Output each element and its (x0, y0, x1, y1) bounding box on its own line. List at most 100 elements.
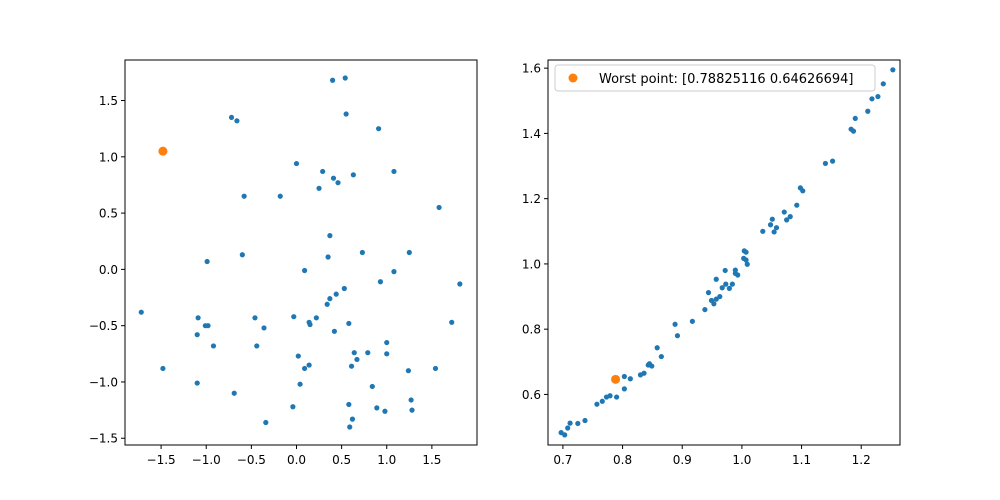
data-point (744, 261, 750, 267)
data-point (658, 353, 664, 360)
y-tick-label: 0.8 (522, 323, 541, 337)
data-point (607, 393, 613, 399)
data-point (880, 81, 886, 87)
y-tick-label: 0.5 (99, 207, 118, 221)
data-point (333, 291, 339, 297)
data-point (306, 362, 312, 368)
data-point (405, 368, 412, 374)
data-point (354, 356, 360, 363)
data-point (210, 343, 217, 349)
data-point (781, 209, 787, 215)
data-point (769, 216, 775, 222)
data-point (349, 416, 356, 422)
y-tick-label: 1.0 (522, 257, 541, 271)
data-point (621, 386, 627, 392)
data-point (432, 365, 439, 372)
worst-point-marker (158, 146, 168, 156)
data-point (365, 350, 371, 356)
x-tick-label: 1.0 (732, 453, 751, 467)
data-point (325, 254, 331, 260)
data-point (342, 75, 348, 81)
data-point (594, 401, 600, 407)
data-point (205, 323, 211, 329)
x-tick-label: 0.5 (332, 453, 351, 467)
y-tick-label: 1.0 (99, 150, 118, 164)
data-point (702, 306, 708, 313)
axes-frame (547, 59, 901, 446)
data-point (350, 172, 356, 178)
data-point (293, 160, 300, 167)
data-point (672, 321, 678, 327)
x-tick-label: −1.0 (192, 453, 221, 467)
data-point (760, 228, 766, 234)
data-point (773, 225, 780, 231)
data-point (307, 321, 313, 328)
data-point (297, 381, 303, 387)
data-point (347, 424, 353, 430)
y-tick-label: 1.5 (99, 94, 118, 108)
worst-point-marker (611, 374, 621, 384)
data-point (565, 425, 571, 431)
data-point (231, 390, 237, 396)
x-tick-label: 0.0 (287, 453, 306, 467)
data-point (409, 407, 415, 413)
data-point (384, 351, 390, 357)
data-point (784, 217, 790, 223)
data-point (327, 296, 333, 302)
data-point (719, 285, 725, 291)
data-point (829, 158, 836, 164)
data-point (341, 285, 347, 292)
x-tick-label: 1.1 (792, 453, 811, 467)
data-point (195, 315, 201, 321)
data-point (575, 420, 581, 427)
data-point (228, 114, 235, 121)
data-point (330, 175, 337, 181)
data-point (743, 257, 749, 263)
data-point (376, 126, 382, 132)
data-point (850, 128, 857, 134)
legend-box (554, 64, 876, 92)
data-point (567, 420, 573, 426)
data-point (234, 118, 240, 124)
data-point (717, 293, 723, 300)
data-point (654, 345, 660, 351)
data-point (369, 383, 375, 390)
data-point (869, 96, 875, 102)
data-point (324, 301, 330, 307)
data-point (674, 333, 681, 339)
data-point (726, 285, 732, 291)
x-tick-label: 0.9 (673, 453, 692, 467)
x-tick-label: 0.8 (613, 453, 632, 467)
data-point (391, 269, 397, 275)
data-point (767, 222, 774, 228)
data-point (705, 290, 712, 296)
data-point (316, 185, 322, 191)
x-tick-label: 1.5 (422, 453, 441, 467)
data-point (320, 168, 326, 175)
data-point (723, 281, 729, 287)
data-point (614, 394, 620, 400)
data-point (252, 315, 258, 321)
data-point (327, 233, 333, 239)
data-point (382, 408, 388, 414)
data-point (331, 328, 337, 334)
data-point (722, 267, 728, 274)
data-point (800, 188, 806, 194)
y-tick-label: −0.5 (89, 319, 118, 333)
y-tick-label: 1.4 (522, 127, 541, 141)
data-point (627, 376, 633, 382)
data-point (735, 272, 741, 278)
data-point (335, 180, 341, 186)
data-point (711, 301, 717, 307)
data-point (346, 401, 352, 408)
data-point (649, 363, 655, 369)
y-tick-label: 0.6 (522, 388, 541, 402)
data-point (291, 314, 297, 320)
data-point (599, 398, 605, 404)
x-tick-label: 1.2 (852, 453, 871, 467)
data-point (290, 404, 296, 410)
data-point (384, 339, 390, 346)
data-point (241, 193, 247, 199)
legend-label: Worst point: [0.78825116 0.64626694] (599, 72, 853, 87)
data-point (346, 320, 352, 327)
